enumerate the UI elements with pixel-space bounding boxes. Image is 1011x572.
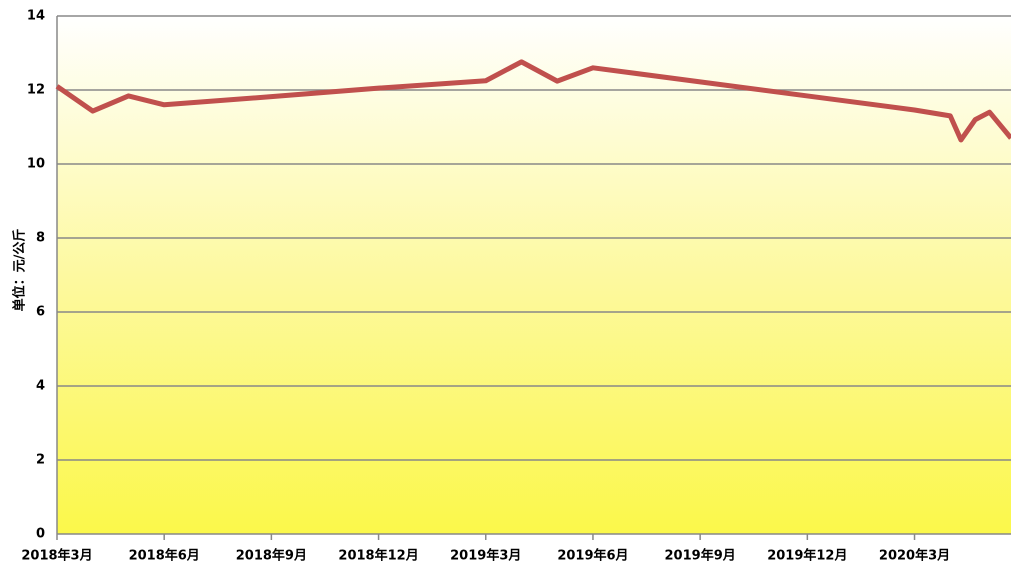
y-tick-label: 4 bbox=[36, 379, 45, 394]
y-tick-label: 10 bbox=[27, 157, 45, 172]
y-tick-label: 12 bbox=[27, 83, 45, 98]
x-tick-label: 2020年3月 bbox=[879, 548, 950, 564]
x-tick-label: 2018年12月 bbox=[338, 548, 418, 564]
chart: 单位：元/公斤 0 2 4 6 8 10 12 14 2018年3月 2018年6月 2018年9月… bbox=[0, 0, 1011, 572]
x-tick-label: 2018年3月 bbox=[21, 548, 92, 564]
x-tick-label: 2018年9月 bbox=[236, 548, 307, 564]
plot-background bbox=[57, 16, 1011, 534]
x-tick-label: 2019年3月 bbox=[450, 548, 521, 564]
x-tick-label: 2019年9月 bbox=[665, 548, 736, 564]
y-tick-label: 8 bbox=[36, 231, 45, 246]
y-tick-label: 2 bbox=[36, 453, 45, 468]
x-tick-label: 2019年6月 bbox=[557, 548, 628, 564]
y-tick-label: 0 bbox=[36, 527, 45, 542]
x-tick-label: 2019年12月 bbox=[767, 548, 847, 564]
y-axis-label: 单位：元/公斤 bbox=[12, 229, 28, 312]
y-tick-label: 6 bbox=[36, 305, 45, 320]
x-tick-label: 2018年6月 bbox=[129, 548, 200, 564]
y-tick-label: 14 bbox=[27, 9, 45, 24]
